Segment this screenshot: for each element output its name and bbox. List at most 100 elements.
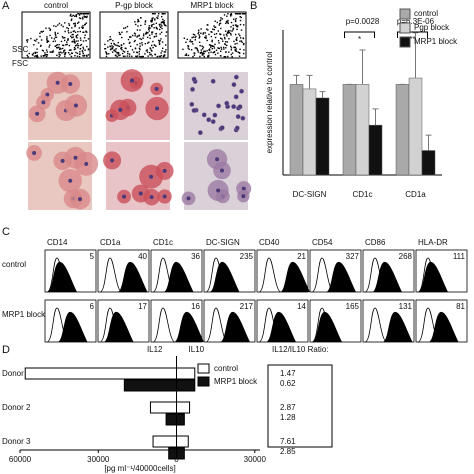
event-dot [46,54,49,56]
event-dot [163,20,165,22]
event-dot [155,45,157,47]
event-dot [79,50,81,53]
event-dot [77,46,79,49]
event-dot [215,32,218,35]
event-dot [225,44,228,47]
event-dot [138,55,141,58]
event-dot [154,18,156,20]
nucleus [211,119,216,124]
event-dot [123,27,125,30]
event-dot [164,24,166,26]
event-dot [226,41,229,43]
event-dot [227,31,230,33]
event-dot [72,36,74,38]
event-dot [121,36,123,39]
event-dot [139,48,141,51]
bar [421,150,436,176]
ratio-value: 7.61 [280,437,296,446]
event-dot [240,37,242,39]
event-dot [82,48,85,50]
event-dot [46,39,48,41]
event-dot [44,52,46,54]
nucleus [186,196,191,201]
event-dot [193,54,196,56]
event-dot [205,35,207,37]
mfi-value: 111 [453,252,466,261]
event-dot [73,15,76,17]
event-dot [230,53,232,56]
event-dot [111,45,113,47]
event-dot [202,46,205,48]
event-dot [234,50,237,52]
event-dot [139,42,141,45]
histogram-fill [382,311,413,342]
event-dot [73,41,76,43]
event-dot [190,41,193,43]
event-dot [151,19,153,22]
event-dot [50,51,52,53]
event-dot [162,13,164,15]
nucleus [55,80,60,85]
event-dot [219,50,222,52]
event-dot [220,17,222,19]
event-dot [42,55,45,57]
event-dot [197,51,200,53]
error-bar [372,108,379,126]
event-dot [211,40,213,43]
event-dot [195,47,198,49]
bar-il10 [176,367,196,380]
event-dot [235,48,237,50]
event-dot [63,51,65,53]
event-dot [75,36,78,38]
nucleus [198,130,203,135]
event-dot [211,31,213,33]
event-dot [58,53,60,55]
event-dot [189,40,191,43]
bracket [344,31,375,38]
event-dot [144,53,146,55]
event-dot [234,19,237,21]
event-dot [79,30,81,33]
event-dot [74,42,76,44]
event-dot [77,40,79,42]
histogram-fill [372,261,402,292]
event-dot [198,37,201,39]
event-dot [70,35,72,37]
event-dot [138,53,141,55]
event-dot [119,54,121,56]
event-dot [118,31,121,34]
event-dot [54,33,57,35]
event-dot [85,39,87,42]
event-dot [155,35,158,37]
event-dot [241,41,243,44]
event-dot [161,41,164,43]
event-dot [201,48,204,50]
event-dot [66,41,68,43]
event-dot [74,24,76,27]
event-dot [206,28,208,30]
event-dot [230,14,233,16]
event-dot [162,21,165,24]
event-dot [162,18,164,21]
legend-label: Pgp block [414,23,450,32]
event-dot [79,37,82,39]
event-dot [133,40,136,43]
event-dot [139,29,141,31]
event-dot [41,31,43,33]
event-dot [144,42,147,45]
event-dot [127,50,129,53]
event-dot [227,13,229,15]
event-dot [134,35,136,37]
event-dot [159,40,161,42]
event-dot [213,28,216,31]
error-bar [319,91,326,98]
event-dot [78,55,81,58]
event-dot [67,27,70,30]
event-dot [228,31,230,34]
event-dot [54,36,57,38]
axis-label: SSC [12,45,29,54]
event-dot [35,55,37,57]
bar [395,84,410,176]
event-dot [64,53,67,55]
event-dot [198,31,200,33]
